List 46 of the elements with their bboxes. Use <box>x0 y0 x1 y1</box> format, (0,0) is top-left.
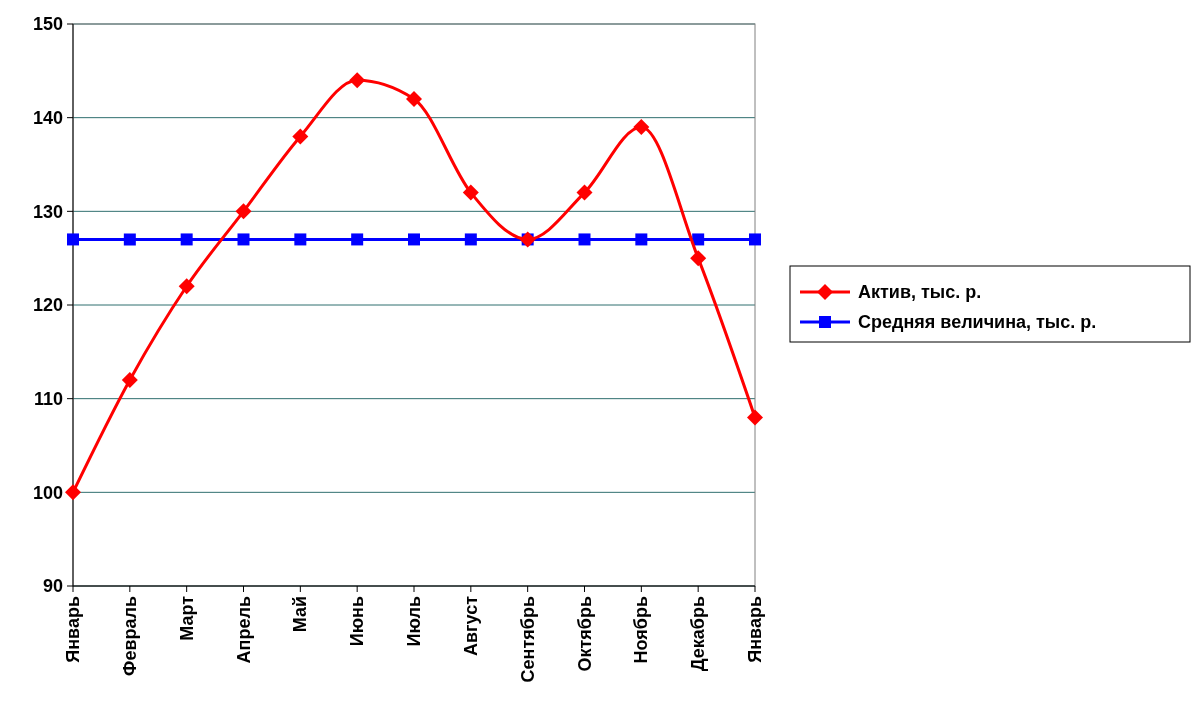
y-tick-label: 120 <box>32 295 63 316</box>
point <box>235 203 252 220</box>
point <box>408 233 420 246</box>
x-tick-label: Июнь <box>347 596 368 647</box>
x-tick-label: Апрель <box>233 596 254 664</box>
y-tick-label: 100 <box>32 482 63 503</box>
y-tick-label: 130 <box>32 201 63 222</box>
point <box>633 119 650 136</box>
point <box>292 128 309 145</box>
point <box>65 484 81 501</box>
point <box>406 90 422 107</box>
point <box>462 184 479 201</box>
point <box>237 233 250 246</box>
point <box>123 233 136 246</box>
point <box>294 233 307 246</box>
point <box>351 233 364 246</box>
x-tick-label: Август <box>460 595 481 656</box>
y-tick-label: 90 <box>42 576 63 597</box>
legend-label: Актив, тыс. р. <box>858 282 982 303</box>
point <box>749 233 761 246</box>
point <box>121 371 138 388</box>
x-tick-label: Январь <box>745 596 765 663</box>
x-tick-label: Май <box>290 596 311 633</box>
point <box>464 233 477 246</box>
x-tick-label: Январь <box>63 596 83 663</box>
point <box>349 72 366 89</box>
x-tick-label: Декабрь <box>688 596 709 672</box>
x-tick-label: Март <box>176 595 197 641</box>
point <box>180 233 193 246</box>
point <box>576 184 593 201</box>
x-tick-label: Сентябрь <box>517 596 538 683</box>
y-tick-label: 150 <box>32 14 63 35</box>
legend-label: Средняя величина, тыс. р. <box>858 312 1097 333</box>
point <box>635 233 648 246</box>
point <box>747 409 763 426</box>
x-tick-label: Ноябрь <box>631 596 652 664</box>
y-tick-label: 140 <box>32 107 63 128</box>
point <box>690 250 707 267</box>
x-tick-label: Февраль <box>119 596 140 676</box>
x-tick-label: Октябрь <box>574 596 595 672</box>
point <box>692 233 705 246</box>
y-tick-label: 110 <box>33 388 63 409</box>
point <box>67 233 79 246</box>
point <box>578 233 591 246</box>
x-tick-label: Июль <box>404 596 424 647</box>
point <box>178 278 195 295</box>
